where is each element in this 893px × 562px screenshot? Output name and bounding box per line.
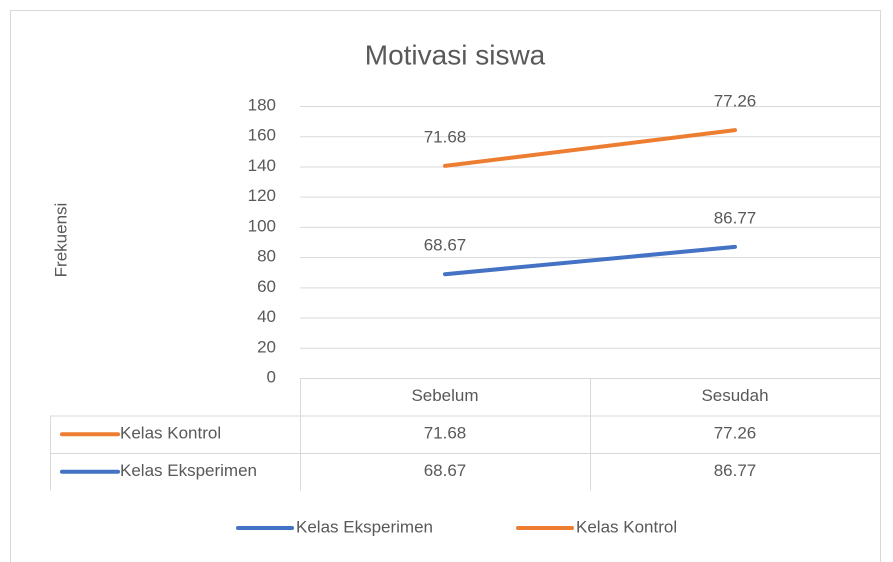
table-header: Sesudah xyxy=(701,386,768,405)
table-cell: 77.26 xyxy=(714,424,757,443)
y-tick-label: 40 xyxy=(257,307,276,326)
table-cell: 86.77 xyxy=(714,461,757,480)
y-tick-label: 140 xyxy=(248,156,276,175)
data-label: 77.26 xyxy=(714,92,757,111)
y-tick-label: 60 xyxy=(257,277,276,296)
data-label: 86.77 xyxy=(714,208,757,227)
table-cell: 68.67 xyxy=(424,461,467,480)
y-tick-label: 120 xyxy=(248,186,276,205)
table-header: Sebelum xyxy=(411,386,478,405)
line-series xyxy=(443,244,737,277)
y-tick-label: 100 xyxy=(248,216,276,235)
chart-title: Motivasi siswa xyxy=(365,39,546,70)
data-label: 68.67 xyxy=(424,236,467,255)
line-series xyxy=(443,128,737,168)
table-series-name: Kelas Eksperimen xyxy=(120,461,257,480)
table-cell: 71.68 xyxy=(424,424,467,443)
legend-label: Kelas Eksperimen xyxy=(296,517,433,536)
table-series-name: Kelas Kontrol xyxy=(120,424,221,443)
y-tick-label: 160 xyxy=(248,126,276,145)
y-axis-label: Frekuensi xyxy=(51,203,70,278)
y-tick-label: 0 xyxy=(267,367,276,386)
data-label: 71.68 xyxy=(424,127,467,146)
legend-label: Kelas Kontrol xyxy=(576,517,677,536)
y-tick-label: 180 xyxy=(248,95,276,114)
y-tick-label: 20 xyxy=(257,337,276,356)
chart-border xyxy=(10,10,881,562)
y-tick-label: 80 xyxy=(257,247,276,266)
